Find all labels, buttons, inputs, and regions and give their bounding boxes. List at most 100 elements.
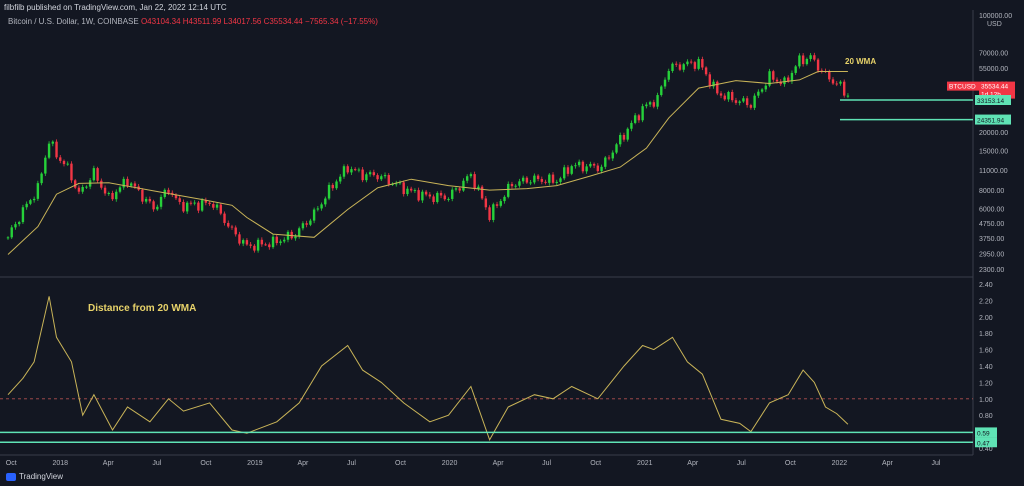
candle-body [294,236,297,239]
candle-body [757,91,760,96]
candle-body [380,176,383,180]
candle [141,188,144,205]
candle-body [660,86,663,96]
candle [249,242,252,249]
candle [480,185,484,200]
candle-body [596,165,600,172]
price-tick-label: 8000.00 [979,188,1004,195]
candle [383,172,387,179]
candle-body [115,191,118,200]
candle [182,199,185,213]
candle [324,196,327,207]
candle-body [432,196,435,202]
candle [204,197,208,206]
candle [719,91,723,99]
candle [260,237,264,247]
candle [428,192,432,199]
oscillator-panel: Distance from 20 WMA [0,296,973,444]
candle-body [361,169,364,181]
oscillator-title: Distance from 20 WMA [88,303,196,314]
osc-tick-label: 0.80 [979,413,993,420]
candle-body [271,236,275,248]
price-tick-label: 6000.00 [979,206,1004,213]
candle [835,81,838,87]
price-top-label: 100000.00 [979,13,1012,20]
candle [339,174,342,184]
candle [55,139,58,160]
candle [734,97,738,105]
candle-body [749,105,753,108]
candle-body [454,188,458,190]
candle-body [324,198,327,205]
candle-body [589,163,592,167]
time-tick-label: Apr [493,460,505,467]
time-tick-label: Oct [395,460,406,467]
candle-body [742,98,745,102]
candle-body [488,207,491,220]
candle-body [133,183,137,187]
candle [704,66,708,77]
candle [693,60,697,72]
candle [768,68,771,88]
candle-body [787,77,790,82]
candle-body [622,134,626,140]
candle [656,92,659,110]
candle [230,224,234,230]
candle-body [689,61,693,63]
candle-body [387,175,390,185]
candle [227,220,230,229]
candle-body [813,55,816,60]
osc-tick-label: 1.20 [979,380,993,387]
price-tick-label: 2950.00 [979,251,1004,258]
candle-body [536,175,540,180]
candle-body [436,192,439,202]
candle-body [839,81,842,84]
candle-body [309,220,312,225]
candle [81,184,84,194]
candle-body [395,183,398,185]
candle [667,68,670,82]
candle-body [779,81,782,85]
candle-body [805,58,809,65]
candle [421,189,424,203]
candle-body [182,201,185,212]
candle [518,178,521,188]
candle-body [368,172,372,175]
candle-body [458,188,461,191]
candle-body [424,191,428,195]
candle [40,172,43,186]
candle [824,68,827,73]
candle-body [357,169,361,171]
candle-body [801,55,805,65]
tradingview-footer[interactable]: TradingView [6,472,63,481]
candle-body [159,196,163,207]
candle [514,184,517,189]
candle [839,80,842,86]
candle-body [197,202,200,211]
candle [156,204,159,211]
candle-body [790,72,794,82]
candle [813,52,816,62]
candle-body [451,189,454,199]
candle [626,127,629,142]
candle [402,180,405,197]
price-panel: 20 WMA [6,52,973,255]
candle-body [383,175,387,177]
candle [174,193,178,201]
candle-body [193,202,196,204]
candle [47,141,51,160]
candle [395,180,398,187]
candle [424,189,428,197]
candle [820,68,824,74]
candle [772,69,775,83]
last-price-value: 35534.44 [981,84,1008,91]
candle-body [570,166,573,174]
candle-body [227,222,230,227]
candle [320,202,323,211]
candle-body [529,182,532,184]
candle-body [585,166,588,172]
candle-body [619,134,622,145]
grid-layer [0,10,974,456]
